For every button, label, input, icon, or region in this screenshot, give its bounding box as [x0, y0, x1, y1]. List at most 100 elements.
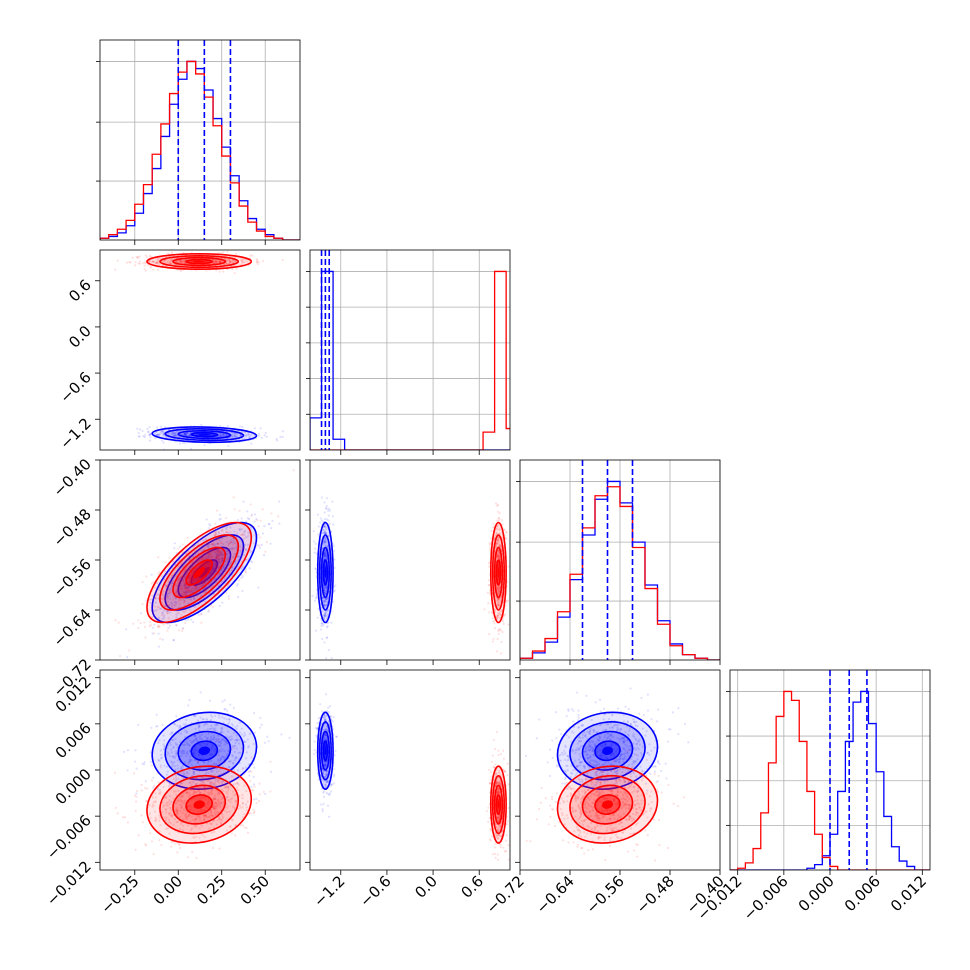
- scatter-point: [166, 589, 170, 592]
- scatter-point: [253, 427, 256, 430]
- scatter-point: [496, 519, 499, 522]
- scatter-point: [173, 430, 176, 433]
- scatter-point: [494, 544, 498, 547]
- scatter-point: [196, 578, 199, 581]
- scatter-point: [221, 434, 224, 438]
- scatter-point: [182, 773, 185, 776]
- scatter-point: [496, 603, 500, 606]
- scatter-point: [158, 830, 161, 833]
- scatter-point: [185, 816, 188, 819]
- scatter-point: [219, 750, 223, 753]
- scatter-point: [229, 801, 232, 804]
- scatter-point: [165, 827, 168, 831]
- scatter-point: [215, 269, 218, 272]
- scatter-point: [166, 595, 169, 598]
- scatter-point: [126, 656, 129, 659]
- scatter-point: [227, 789, 230, 792]
- pair-panel-3-0: [99, 669, 301, 871]
- scatter-point: [183, 583, 186, 586]
- scatter-point: [220, 730, 223, 733]
- scatter-point: [195, 557, 198, 560]
- scatter-point: [314, 567, 317, 570]
- scatter-point: [238, 579, 241, 582]
- scatter-point: [219, 744, 222, 747]
- scatter-point: [217, 542, 220, 546]
- contour-blue: [164, 534, 245, 611]
- scatter-point: [179, 259, 182, 262]
- scatter-point: [171, 573, 174, 577]
- scatter-point: [491, 617, 494, 620]
- scatter-point: [170, 581, 173, 584]
- scatter-point: [178, 442, 182, 445]
- diag-panel-3: [726, 669, 931, 871]
- scatter-point: [215, 762, 218, 765]
- scatter-point: [159, 824, 162, 827]
- scatter-point: [215, 533, 218, 537]
- scatter-point: [204, 589, 207, 592]
- scatter-point: [200, 733, 204, 736]
- scatter-point: [324, 614, 327, 617]
- scatter-point: [188, 768, 191, 771]
- scatter-point: [196, 577, 199, 581]
- scatter-point: [186, 431, 189, 435]
- scatter-point: [209, 553, 212, 556]
- scatter-point: [193, 562, 196, 565]
- scatter-point: [226, 424, 229, 428]
- scatter-point: [259, 427, 262, 430]
- scatter-point: [188, 555, 191, 558]
- scatter-point: [153, 810, 157, 813]
- scatter-point: [242, 553, 246, 556]
- scatter-point: [149, 598, 153, 601]
- panel-frame: [309, 249, 511, 451]
- scatter-point: [495, 532, 498, 535]
- scatter-point: [227, 550, 230, 554]
- scatter-point: [182, 432, 185, 435]
- scatter-point: [206, 551, 209, 554]
- scatter-point: [151, 594, 154, 597]
- scatter-point: [190, 590, 193, 593]
- scatter-point: [498, 588, 501, 591]
- scatter-point: [496, 539, 500, 542]
- scatter-point: [242, 565, 245, 568]
- scatter-point: [250, 513, 254, 516]
- scatter-point: [169, 802, 172, 805]
- scatter-point: [178, 579, 181, 583]
- scatter-point: [246, 260, 249, 263]
- scatter-point: [224, 739, 227, 742]
- scatter-point: [203, 581, 206, 584]
- scatter-point: [224, 569, 227, 572]
- scatter-point: [279, 435, 282, 439]
- scatter-point: [177, 789, 180, 793]
- scatter-point: [499, 613, 502, 617]
- scatter-point: [324, 555, 327, 558]
- scatter-point: [212, 804, 215, 808]
- scatter-point: [205, 552, 208, 555]
- scatter-point: [175, 434, 178, 437]
- scatter-point: [148, 598, 151, 601]
- scatter-point: [184, 594, 187, 597]
- scatter-point: [317, 533, 320, 536]
- scatter-point: [504, 536, 507, 539]
- scatter-point: [497, 577, 500, 580]
- scatter-point: [203, 590, 206, 593]
- contour-red: [146, 521, 253, 624]
- scatter-point: [175, 590, 178, 593]
- scatter-point: [216, 550, 220, 553]
- scatter-point: [201, 833, 204, 837]
- scatter-point: [182, 723, 185, 726]
- scatter-point: [231, 268, 234, 271]
- scatter-point: [322, 614, 325, 617]
- scatter-point: [243, 434, 246, 437]
- scatter-point: [172, 755, 176, 758]
- scatter-point: [206, 801, 210, 804]
- scatter-point: [247, 436, 251, 439]
- scatter-point: [222, 251, 225, 254]
- scatter-point: [325, 603, 328, 607]
- scatter-point: [323, 539, 326, 542]
- scatter-point: [221, 528, 224, 531]
- scatter-point: [206, 803, 209, 806]
- scatter-point: [195, 748, 198, 752]
- scatter-point: [255, 258, 258, 261]
- scatter-point: [496, 637, 499, 641]
- scatter-point: [216, 555, 219, 559]
